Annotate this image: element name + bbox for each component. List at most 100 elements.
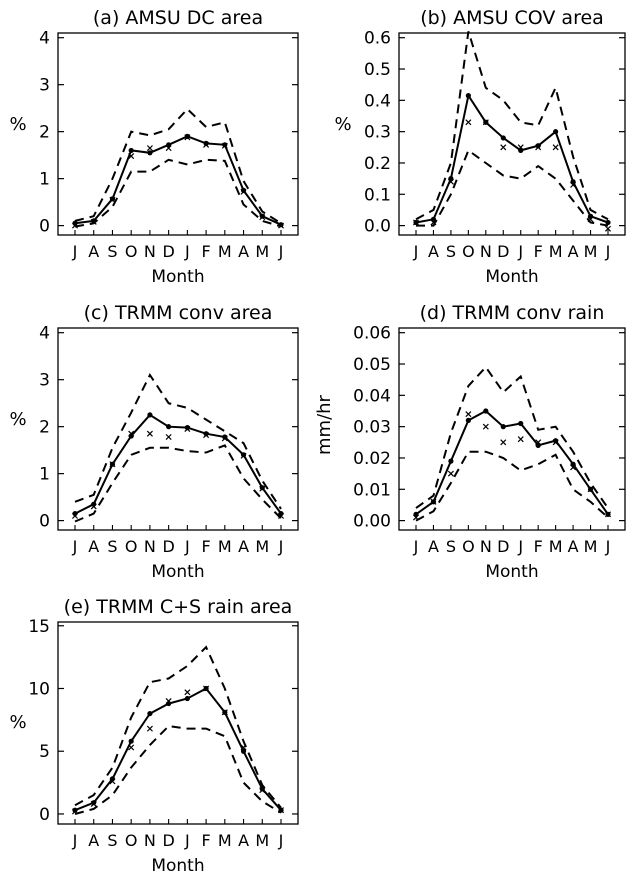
x-marker-point bbox=[71, 808, 79, 815]
x-tick-label: O bbox=[125, 537, 138, 556]
mean-series-point bbox=[147, 412, 153, 418]
x-marker-point bbox=[517, 144, 524, 151]
x-marker-point bbox=[90, 218, 97, 225]
x-marker-point bbox=[203, 685, 210, 692]
plot-frame bbox=[398, 32, 626, 236]
x-tick-label: S bbox=[107, 537, 117, 556]
x-tick-label: A bbox=[238, 242, 249, 261]
x-marker-point bbox=[412, 219, 420, 226]
x-marker-point bbox=[604, 511, 612, 518]
mean-series-point bbox=[500, 424, 506, 430]
x-marker-point bbox=[535, 144, 542, 151]
x-marker-point bbox=[71, 512, 79, 519]
y-tick-label: 4 bbox=[39, 29, 50, 49]
panel-3: (d) TRMM conv rain 0.00 0.01 0.02 0.03 0.04 0.… bbox=[314, 302, 626, 582]
x-tick-label: A bbox=[88, 537, 99, 556]
x-marker-point bbox=[184, 425, 191, 433]
x-tick-label: M bbox=[549, 242, 563, 261]
y-axis-label: % bbox=[9, 114, 26, 135]
x-marker-point bbox=[71, 222, 79, 229]
x-marker-point bbox=[128, 153, 135, 160]
plot-frame bbox=[57, 327, 299, 531]
x-axis-label: Month bbox=[485, 267, 538, 287]
y-tick-label: 0.01 bbox=[353, 480, 391, 500]
x-tick-label: S bbox=[107, 831, 117, 850]
mean-series-point bbox=[240, 187, 247, 193]
x-tick-label: D bbox=[162, 537, 174, 556]
x-tick-label: N bbox=[144, 537, 156, 556]
y-tick-label: 0.06 bbox=[353, 324, 391, 344]
mean-series-point bbox=[203, 140, 209, 146]
mean-series-point bbox=[147, 150, 153, 156]
y-tick-label: 0.5 bbox=[364, 60, 391, 80]
x-tick-label: A bbox=[238, 537, 249, 556]
x-tick-label: N bbox=[144, 242, 156, 261]
x-marker-point bbox=[430, 219, 437, 226]
x-tick-label: J bbox=[278, 831, 284, 850]
x-marker-point bbox=[165, 145, 172, 152]
x-marker-point bbox=[221, 142, 228, 149]
chart-title: (a) AMSU DC area bbox=[93, 7, 263, 29]
y-axis-label: mm/hr bbox=[314, 394, 335, 455]
x-tick-label: M bbox=[584, 242, 598, 261]
x-tick-label: J bbox=[413, 242, 419, 261]
y-tick-label: 2 bbox=[39, 418, 50, 438]
mean-series-point bbox=[128, 738, 134, 744]
chart-title: (b) AMSU COV area bbox=[420, 7, 604, 29]
x-marker-point bbox=[500, 439, 507, 446]
mean-series-point bbox=[553, 438, 559, 444]
x-marker-point bbox=[552, 439, 559, 446]
x-tick-label: F bbox=[201, 537, 210, 556]
x-tick-label: J bbox=[278, 537, 284, 556]
chart-title: (c) TRMM conv area bbox=[84, 302, 273, 324]
x-tick-label: O bbox=[462, 537, 475, 556]
dashed-series-line bbox=[415, 365, 609, 509]
dashed-series-line bbox=[74, 444, 282, 523]
y-tick-label: 1 bbox=[39, 465, 50, 485]
x-marker-point bbox=[203, 432, 210, 439]
dashed-series-line bbox=[415, 31, 609, 221]
x-tick-label: A bbox=[88, 242, 99, 261]
x-marker-point bbox=[128, 430, 135, 437]
mean-series-point bbox=[240, 748, 247, 754]
mean-series-point bbox=[222, 434, 228, 440]
mean-series-point bbox=[259, 485, 265, 491]
x-tick-label: S bbox=[446, 242, 456, 261]
mean-series-point bbox=[166, 424, 172, 430]
y-tick-label: 3 bbox=[39, 76, 50, 96]
x-tick-label: J bbox=[184, 831, 190, 850]
x-tick-label: J bbox=[184, 537, 190, 556]
x-tick-label: A bbox=[428, 242, 439, 261]
y-tick-label: 0.04 bbox=[353, 386, 391, 406]
y-tick-label: 10 bbox=[28, 679, 50, 699]
x-marker-point bbox=[221, 435, 228, 442]
x-tick-label: F bbox=[534, 537, 543, 556]
mean-series-line bbox=[74, 687, 282, 812]
x-marker-point bbox=[221, 709, 228, 716]
x-marker-point bbox=[570, 464, 577, 471]
x-tick-label: A bbox=[88, 831, 99, 850]
x-marker-point bbox=[517, 436, 524, 443]
mean-series-point bbox=[240, 452, 247, 458]
y-tick-label: 0.2 bbox=[364, 154, 391, 174]
mean-series-line bbox=[74, 135, 282, 226]
y-tick-label: 0 bbox=[39, 512, 50, 532]
x-tick-label: D bbox=[497, 242, 509, 261]
x-axis-label: Month bbox=[485, 562, 538, 582]
x-tick-label: J bbox=[605, 242, 611, 261]
mean-series-point bbox=[184, 424, 190, 431]
x-tick-label: J bbox=[72, 537, 78, 556]
x-tick-label: M bbox=[218, 242, 232, 261]
x-tick-label: M bbox=[255, 831, 269, 850]
mean-series-point bbox=[222, 142, 228, 148]
y-axis-label: % bbox=[9, 409, 26, 430]
y-axis-label: % bbox=[334, 114, 351, 135]
x-marker-point bbox=[412, 514, 420, 521]
x-marker-point bbox=[109, 196, 116, 203]
plot-frame bbox=[57, 32, 299, 236]
dashed-series-line bbox=[74, 107, 282, 225]
x-marker-point bbox=[447, 178, 454, 185]
y-tick-label: 3 bbox=[39, 371, 50, 391]
x-tick-label: F bbox=[201, 242, 210, 261]
x-tick-label: N bbox=[144, 831, 156, 850]
